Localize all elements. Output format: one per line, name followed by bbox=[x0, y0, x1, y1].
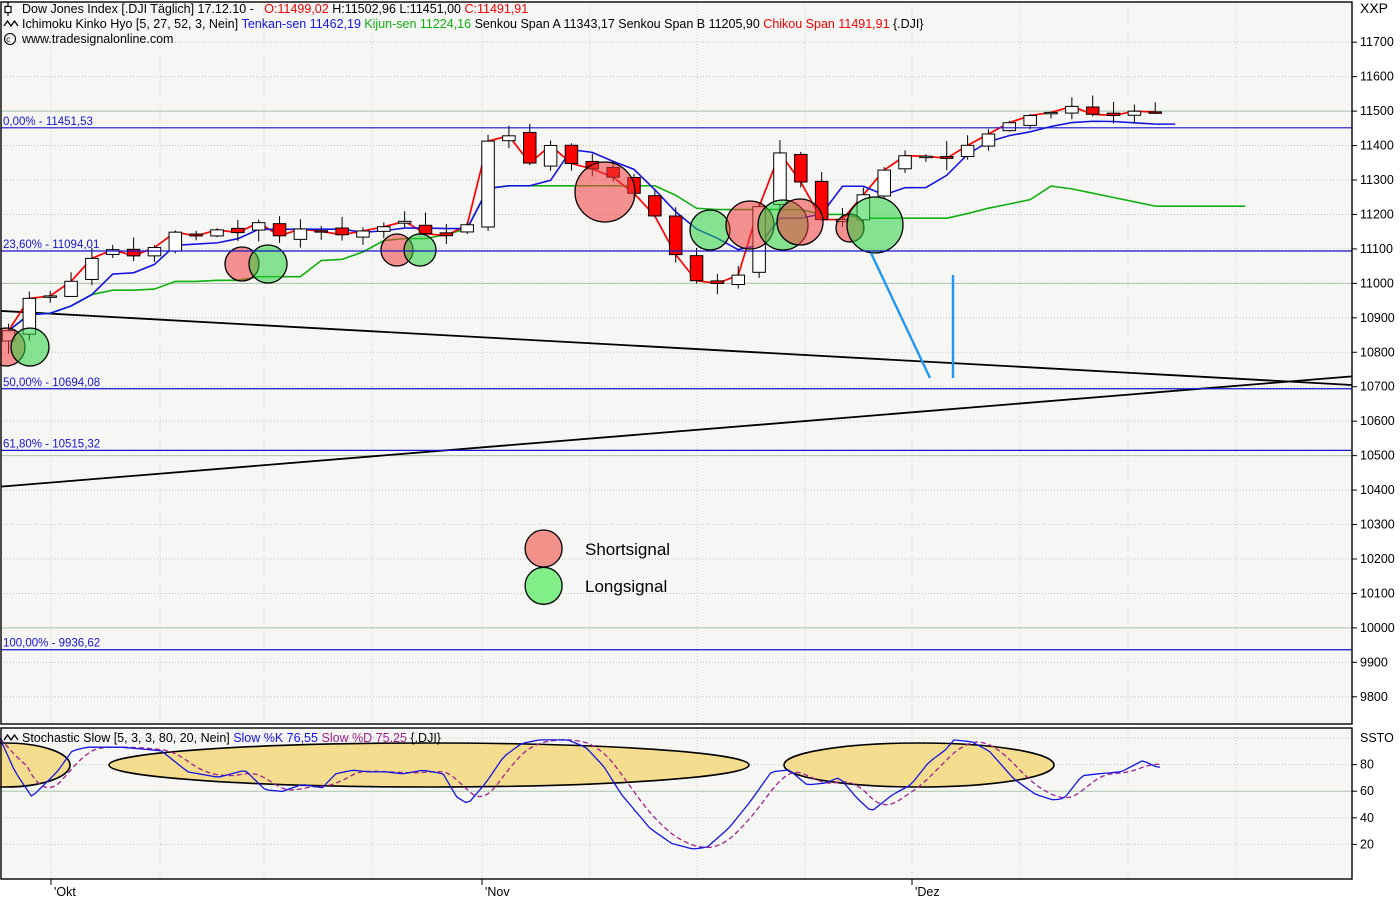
svg-text:11700: 11700 bbox=[1360, 35, 1394, 49]
svg-text:Chikou Span 11491,91: Chikou Span 11491,91 bbox=[763, 17, 889, 31]
svg-text:50,00% - 10694,08: 50,00% - 10694,08 bbox=[3, 377, 100, 389]
svg-text:11400: 11400 bbox=[1360, 139, 1394, 153]
svg-text:10900: 10900 bbox=[1360, 311, 1395, 325]
svg-text:O:11499,02: O:11499,02 bbox=[264, 2, 328, 16]
svg-text:11200: 11200 bbox=[1360, 207, 1394, 221]
svg-text:'Okt: 'Okt bbox=[54, 885, 76, 899]
svg-text:Kijun-sen 11224,16: Kijun-sen 11224,16 bbox=[364, 17, 471, 31]
svg-text:61,80% - 10515,32: 61,80% - 10515,32 bbox=[3, 438, 100, 450]
svg-text:{.DJI}: {.DJI} bbox=[893, 17, 924, 31]
svg-text:SSTO: SSTO bbox=[1360, 731, 1394, 745]
svg-text:10400: 10400 bbox=[1360, 483, 1395, 497]
svg-text:Shortsignal: Shortsignal bbox=[585, 540, 670, 559]
svg-text:Dow Jones Index [.DJI Täglic: Dow Jones Index [.DJI Täglich] 17.12.10 … bbox=[22, 2, 254, 16]
svg-text:60: 60 bbox=[1360, 784, 1374, 798]
svg-text:40: 40 bbox=[1360, 811, 1374, 825]
svg-text:11000: 11000 bbox=[1360, 276, 1394, 290]
svg-text:10800: 10800 bbox=[1360, 345, 1395, 359]
svg-text:11600: 11600 bbox=[1360, 70, 1394, 84]
svg-text:10600: 10600 bbox=[1360, 414, 1395, 428]
svg-text:Tenkan-sen 11462,19: Tenkan-sen 11462,19 bbox=[242, 17, 361, 31]
svg-text:XXP: XXP bbox=[1360, 0, 1388, 16]
svg-text:c: c bbox=[6, 35, 10, 44]
svg-text:Slow %D 75,25: Slow %D 75,25 bbox=[322, 731, 408, 745]
svg-text:9900: 9900 bbox=[1360, 655, 1388, 669]
svg-text:'Nov: 'Nov bbox=[485, 885, 510, 899]
svg-text:Stochastic Slow [5, 3, 3, 80,: Stochastic Slow [5, 3, 3, 80, 20, Nein] bbox=[22, 731, 230, 745]
svg-text:10300: 10300 bbox=[1360, 518, 1395, 532]
svg-text:www.tradesignalonline.com: www.tradesignalonline.com bbox=[21, 32, 173, 46]
svg-text:10200: 10200 bbox=[1360, 552, 1395, 566]
svg-text:11500: 11500 bbox=[1360, 104, 1394, 118]
svg-text:0,00% - 11451,53: 0,00% - 11451,53 bbox=[3, 116, 93, 128]
svg-text:Slow %K 76,55: Slow %K 76,55 bbox=[233, 731, 318, 745]
svg-text:{.DJI}: {.DJI} bbox=[410, 731, 441, 745]
svg-text:10700: 10700 bbox=[1360, 380, 1395, 394]
svg-text:9800: 9800 bbox=[1360, 690, 1388, 704]
svg-text:Ichimoku Kinko Hyo [5, 27, 52,: Ichimoku Kinko Hyo [5, 27, 52, 3, Nein] bbox=[22, 17, 238, 31]
svg-text:C:11491,91: C:11491,91 bbox=[465, 2, 529, 16]
svg-text:23,60% - 11094,01: 23,60% - 11094,01 bbox=[3, 239, 99, 251]
svg-text:80: 80 bbox=[1360, 758, 1374, 772]
svg-text:20: 20 bbox=[1360, 837, 1374, 851]
svg-text:10000: 10000 bbox=[1360, 621, 1395, 635]
svg-text:10500: 10500 bbox=[1360, 449, 1395, 463]
svg-text:11100: 11100 bbox=[1360, 242, 1393, 256]
svg-text:'Dez: 'Dez bbox=[915, 885, 940, 899]
svg-text:10100: 10100 bbox=[1360, 586, 1395, 600]
svg-text:Longsignal: Longsignal bbox=[585, 577, 667, 596]
svg-text:11300: 11300 bbox=[1360, 173, 1394, 187]
svg-text:H:11502,96 L:11451,00: H:11502,96 L:11451,00 bbox=[332, 2, 461, 16]
svg-text:Senkou Span A 11343,17 Senkou: Senkou Span A 11343,17 Senkou Span B 112… bbox=[475, 17, 760, 31]
svg-text:100,00% - 9936,62: 100,00% - 9936,62 bbox=[3, 638, 100, 650]
